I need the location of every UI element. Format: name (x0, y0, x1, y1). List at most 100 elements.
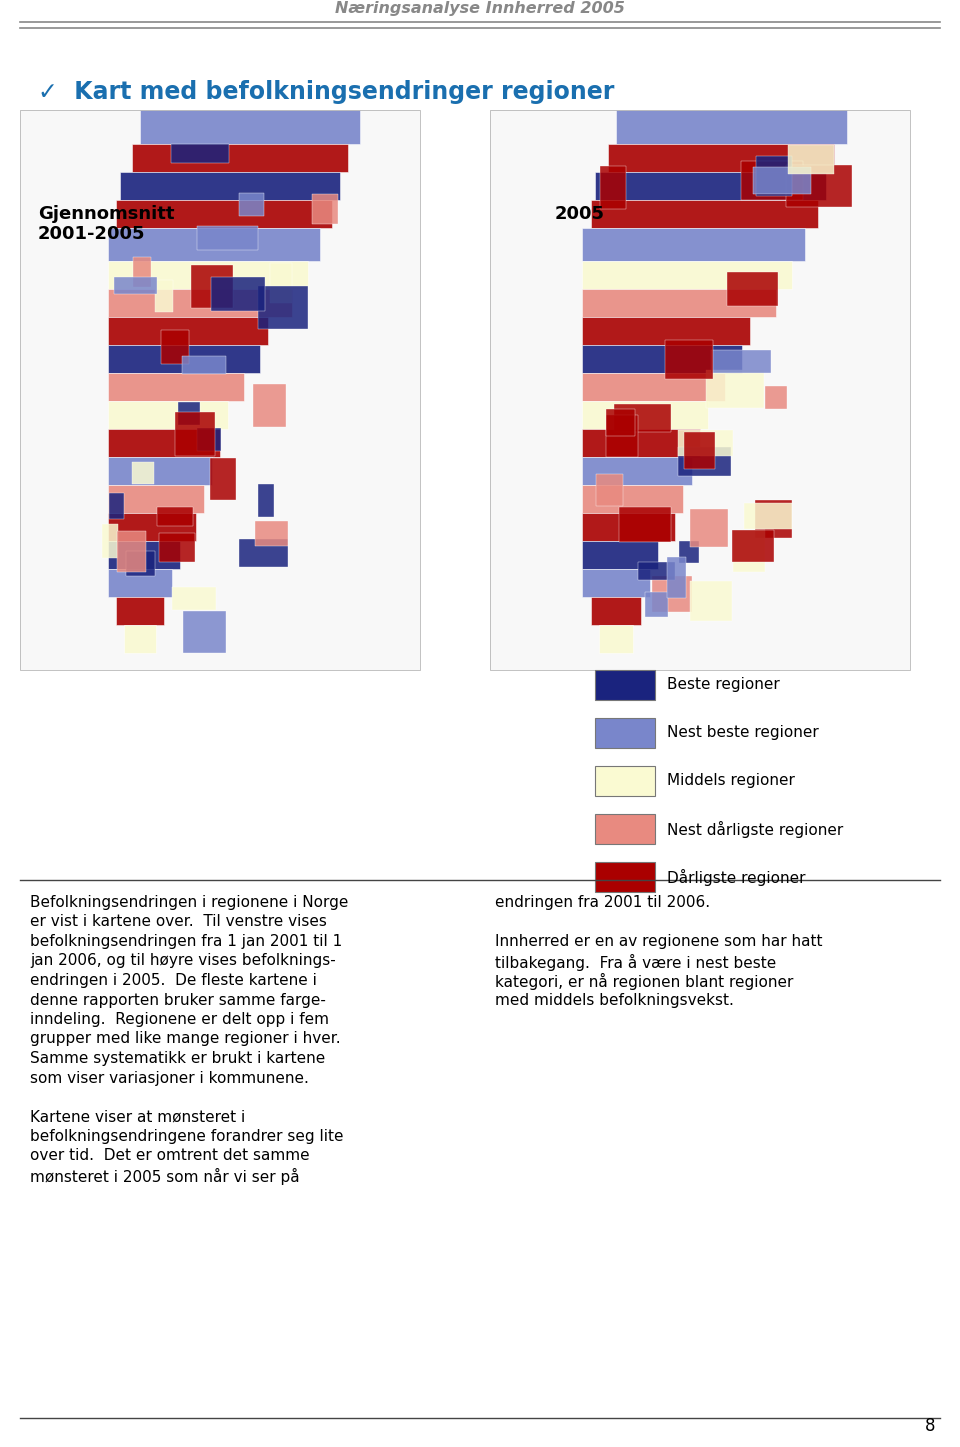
Bar (755, 501, 792, 538)
Bar (239, 192, 265, 216)
Bar (785, 165, 852, 207)
Bar (595, 815, 655, 844)
Text: endringen i 2005.  De fleste kartene i: endringen i 2005. De fleste kartene i (30, 972, 317, 988)
Text: ✓  Kart med befolkningsendringer regioner: ✓ Kart med befolkningsendringer regioner (38, 80, 614, 104)
Bar (108, 457, 212, 485)
Bar (583, 457, 691, 485)
Bar (583, 227, 805, 262)
Bar (583, 346, 742, 373)
Bar (158, 532, 195, 561)
Bar (756, 156, 792, 197)
Text: Gjennomsnitt: Gjennomsnitt (38, 205, 175, 223)
Text: Nest dårligste regioner: Nest dårligste regioner (667, 820, 843, 838)
Bar (176, 412, 214, 456)
Bar (583, 485, 684, 514)
Bar (678, 447, 732, 476)
Bar (108, 541, 180, 569)
Bar (156, 279, 173, 313)
Bar (109, 492, 124, 519)
Bar (108, 401, 228, 430)
Text: Befolkningsendringen i regionene i Norge: Befolkningsendringen i regionene i Norge (30, 896, 348, 910)
Bar (490, 110, 910, 670)
Text: som viser variasjoner i kommunene.: som viser variasjoner i kommunene. (30, 1071, 309, 1085)
Text: endringen fra 2001 til 2006.: endringen fra 2001 til 2006. (495, 896, 710, 910)
Bar (102, 524, 118, 559)
Bar (590, 200, 818, 227)
Text: 2001-2005: 2001-2005 (38, 224, 146, 243)
Text: Nest beste regioner: Nest beste regioner (667, 725, 819, 741)
Bar (583, 541, 658, 569)
Bar (108, 485, 204, 514)
Bar (108, 262, 308, 289)
Bar (595, 862, 655, 891)
Bar (599, 625, 633, 653)
Bar (252, 383, 286, 427)
Bar (583, 373, 725, 401)
Bar (595, 670, 655, 700)
Text: over tid.  Det er omtrent det samme: over tid. Det er omtrent det samme (30, 1149, 310, 1163)
Bar (710, 350, 772, 373)
Bar (583, 569, 650, 598)
Bar (741, 161, 804, 200)
Text: mønsteret i 2005 som når vi ser på: mønsteret i 2005 som når vi ser på (30, 1168, 300, 1185)
Bar (210, 276, 266, 311)
Text: Kartene viser at mønsteret i: Kartene viser at mønsteret i (30, 1110, 245, 1124)
Text: 8: 8 (924, 1417, 935, 1435)
Bar (124, 625, 156, 653)
Bar (690, 509, 728, 547)
Bar (732, 530, 765, 572)
Bar (191, 265, 233, 308)
Text: Middels regioner: Middels regioner (667, 774, 795, 789)
Text: Beste regioner: Beste regioner (667, 677, 780, 693)
Bar (583, 430, 700, 457)
Text: Næringsanalyse Innherred 2005: Næringsanalyse Innherred 2005 (335, 1, 625, 16)
Bar (108, 430, 220, 457)
Bar (613, 405, 671, 433)
Bar (210, 457, 236, 499)
Bar (161, 330, 188, 363)
Text: er vist i kartene over.  Til venstre vises: er vist i kartene over. Til venstre vise… (30, 915, 326, 929)
Bar (653, 576, 692, 612)
Bar (727, 272, 778, 305)
Bar (270, 263, 292, 302)
Bar (680, 541, 699, 563)
Bar (583, 401, 708, 430)
Bar (490, 110, 910, 670)
Text: Innherred er en av regionene som har hatt: Innherred er en av regionene som har hat… (495, 933, 823, 949)
Bar (120, 172, 340, 200)
Text: tilbakegang.  Fra å være i nest beste: tilbakegang. Fra å være i nest beste (495, 954, 777, 971)
Bar (684, 433, 715, 469)
Bar (754, 168, 811, 194)
Bar (679, 430, 732, 456)
Bar (116, 598, 164, 625)
Bar (254, 521, 288, 547)
Bar (732, 530, 774, 561)
Bar (590, 598, 641, 625)
Bar (20, 110, 420, 670)
Bar (608, 143, 834, 172)
Bar (239, 540, 288, 567)
Bar (638, 561, 675, 580)
Bar (108, 227, 320, 262)
Bar (108, 317, 268, 346)
Text: kategori, er nå regionen blant regioner: kategori, er nå regionen blant regioner (495, 972, 793, 990)
Bar (645, 592, 668, 616)
Bar (113, 276, 157, 294)
Bar (744, 504, 792, 530)
Bar (665, 340, 713, 379)
Text: befolkningsendringen fra 1 jan 2001 til 1: befolkningsendringen fra 1 jan 2001 til … (30, 933, 343, 949)
Bar (596, 473, 623, 506)
Bar (788, 145, 834, 174)
Bar (20, 110, 420, 670)
Bar (595, 172, 826, 200)
Bar (157, 508, 193, 525)
Text: jan 2006, og til høyre vises befolknings-: jan 2006, og til høyre vises befolknings… (30, 954, 336, 968)
Bar (583, 262, 792, 289)
Bar (606, 415, 638, 457)
Text: med middels befolkningsvekst.: med middels befolkningsvekst. (495, 993, 733, 1007)
Bar (182, 611, 226, 654)
Bar (258, 483, 274, 517)
Bar (179, 402, 200, 425)
Text: Dårligste regioner: Dårligste regioner (667, 868, 805, 886)
Bar (117, 531, 146, 572)
